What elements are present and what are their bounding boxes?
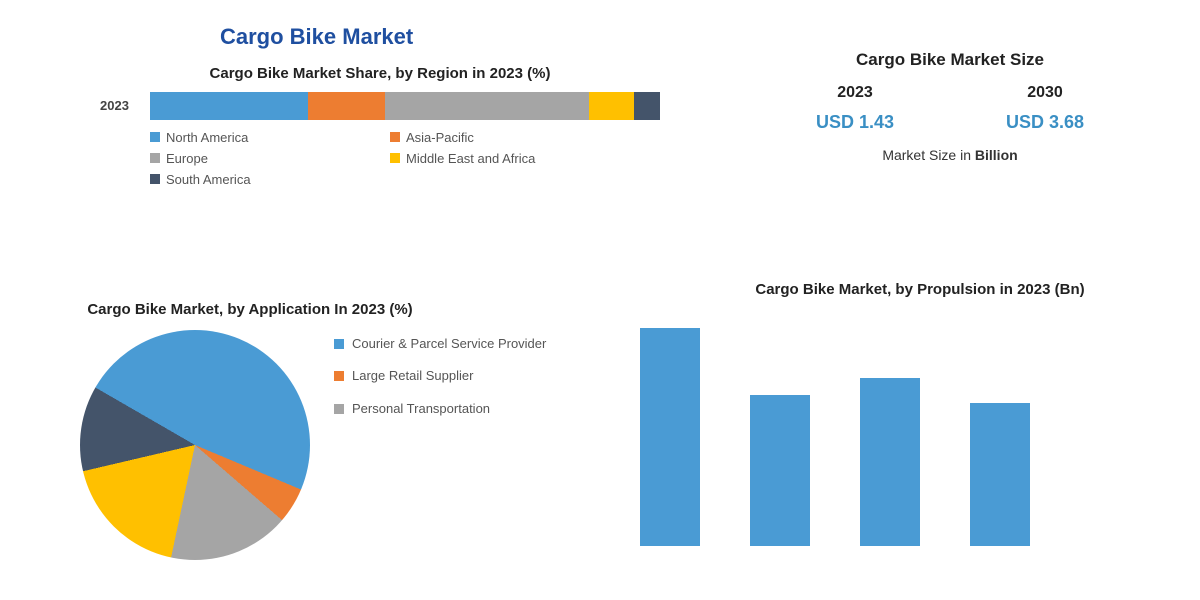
region-legend-item: Middle East and Africa [390, 151, 600, 166]
region-legend: North America Asia-Pacific Europe Middle Ea… [150, 130, 660, 187]
region-bar-row: 2023 [100, 92, 660, 120]
app-legend: Courier & Parcel Service Provider Large R… [334, 330, 546, 560]
size-year-1: 2030 [1027, 84, 1063, 102]
region-seg [308, 92, 385, 120]
size-unit: Market Size in Billion [760, 147, 1140, 163]
region-legend-item: South America [150, 172, 360, 187]
region-seg [634, 92, 660, 120]
prop-bar [750, 395, 810, 546]
page-title: Cargo Bike Market [220, 24, 413, 50]
propulsion-bar-chart: Cargo Bike Market, by Propulsion in 2023… [620, 280, 1160, 546]
region-stacked-bar [150, 92, 660, 120]
region-share-chart: Cargo Bike Market Share, by Region in 20… [100, 64, 660, 187]
legend-swatch [150, 153, 160, 163]
legend-label: Courier & Parcel Service Provider [352, 336, 546, 353]
app-pie [80, 330, 310, 560]
prop-bar [970, 403, 1030, 545]
legend-swatch [390, 132, 400, 142]
region-chart-title: Cargo Bike Market Share, by Region in 20… [100, 64, 660, 84]
size-year-0: 2023 [837, 84, 873, 102]
prop-bars [620, 316, 1160, 546]
app-legend-item: Courier & Parcel Service Provider [334, 336, 546, 353]
legend-label: Asia-Pacific [406, 130, 474, 145]
legend-swatch [150, 174, 160, 184]
app-legend-item: Personal Transportation [334, 401, 546, 418]
legend-swatch [334, 339, 344, 349]
legend-label: North America [166, 130, 248, 145]
region-legend-item: Asia-Pacific [390, 130, 600, 145]
market-size-block: Cargo Bike Market Size 2023 2030 USD 1.4… [760, 50, 1140, 163]
region-seg [150, 92, 308, 120]
legend-swatch [334, 404, 344, 414]
size-value-1: USD 3.68 [1006, 112, 1084, 133]
app-legend-item: Large Retail Supplier [334, 368, 546, 385]
legend-swatch [150, 132, 160, 142]
legend-label: Personal Transportation [352, 401, 490, 418]
app-pie-wrap [80, 330, 310, 560]
prop-bar [640, 328, 700, 545]
size-unit-prefix: Market Size in [882, 147, 975, 163]
region-legend-item: Europe [150, 151, 360, 166]
legend-label: Europe [166, 151, 208, 166]
app-chart-title: Cargo Bike Market, by Application In 202… [80, 300, 420, 320]
region-seg [385, 92, 589, 120]
region-row-label: 2023 [100, 98, 150, 113]
size-value-row: USD 1.43 USD 3.68 [760, 112, 1140, 133]
prop-bar [860, 378, 920, 545]
legend-label: Large Retail Supplier [352, 368, 473, 385]
legend-swatch [334, 371, 344, 381]
legend-swatch [390, 153, 400, 163]
size-year-row: 2023 2030 [760, 84, 1140, 102]
size-unit-bold: Billion [975, 147, 1018, 163]
application-pie-chart: Cargo Bike Market, by Application In 202… [80, 300, 660, 560]
legend-label: South America [166, 172, 251, 187]
prop-chart-title: Cargo Bike Market, by Propulsion in 2023… [620, 280, 1160, 300]
size-block-title: Cargo Bike Market Size [760, 50, 1140, 70]
size-value-0: USD 1.43 [816, 112, 894, 133]
region-legend-item: North America [150, 130, 360, 145]
region-seg [589, 92, 635, 120]
legend-label: Middle East and Africa [406, 151, 535, 166]
